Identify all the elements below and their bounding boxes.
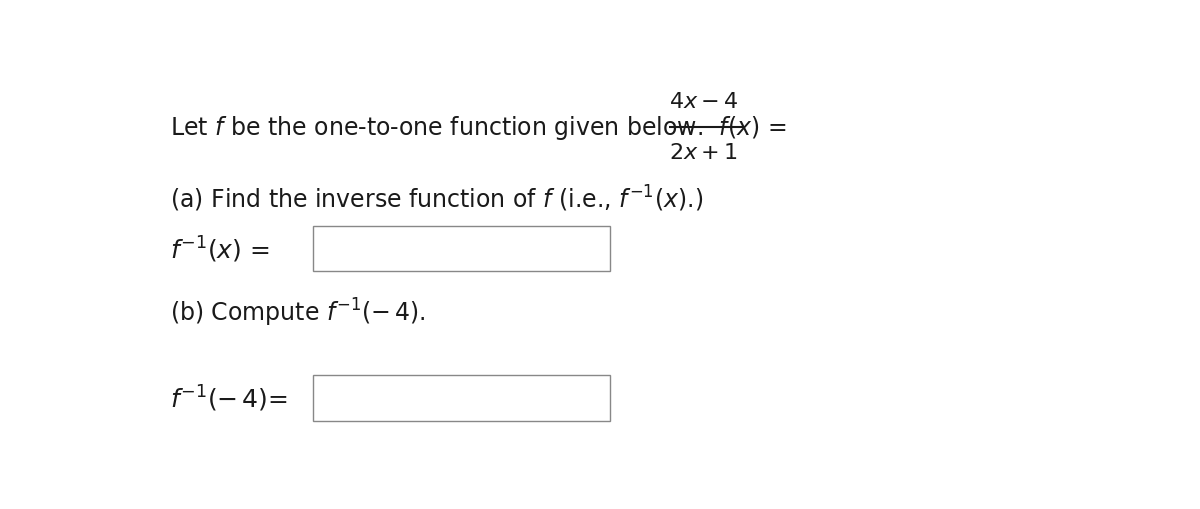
- Text: $2x + 1$: $2x + 1$: [668, 143, 738, 163]
- Text: (b) Compute $\mathit{f}^{-1}(-\,4)$.: (b) Compute $\mathit{f}^{-1}(-\,4)$.: [170, 296, 426, 328]
- FancyBboxPatch shape: [313, 376, 611, 420]
- Text: $\mathit{f}^{-1}(-\,4)$=: $\mathit{f}^{-1}(-\,4)$=: [170, 383, 288, 413]
- FancyBboxPatch shape: [313, 227, 611, 272]
- Text: (a) Find the inverse function of $\mathit{f}$ (i.e., $\mathit{f}^{-1}(\mathit{x}: (a) Find the inverse function of $\mathi…: [170, 183, 703, 213]
- Text: $4x - 4$: $4x - 4$: [668, 92, 738, 112]
- Text: $\mathit{f}^{-1}(\mathit{x})$ =: $\mathit{f}^{-1}(\mathit{x})$ =: [170, 234, 270, 264]
- Text: Let $\mathit{f}$ be the one-to-one function given below.  $\mathit{f}(\mathit{x}: Let $\mathit{f}$ be the one-to-one funct…: [170, 114, 787, 142]
